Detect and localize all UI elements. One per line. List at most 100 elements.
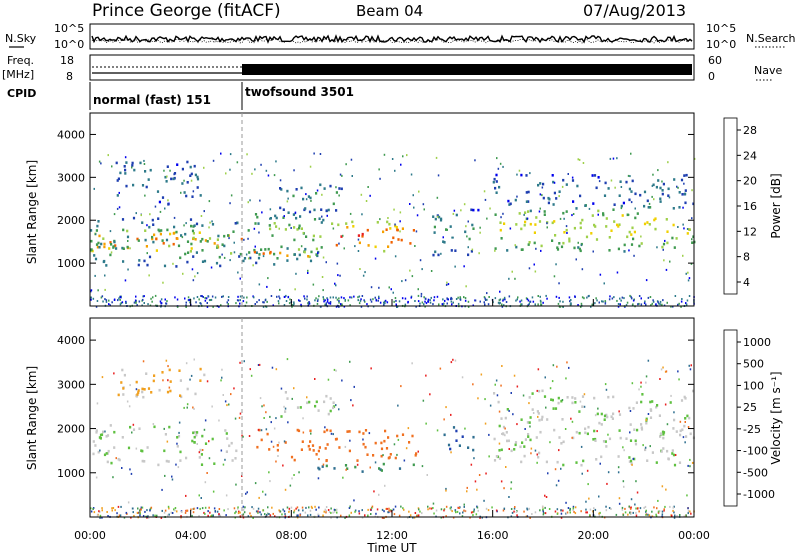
data-cell xyxy=(563,231,566,234)
data-cell xyxy=(122,247,125,250)
data-cell xyxy=(231,459,234,462)
data-cell xyxy=(381,508,384,511)
data-cell xyxy=(615,513,618,516)
data-cell xyxy=(463,265,465,268)
data-cell xyxy=(139,509,141,512)
data-cell xyxy=(368,432,371,435)
data-cell xyxy=(133,514,135,517)
data-cell xyxy=(315,253,318,256)
data-cell xyxy=(506,439,509,443)
data-cell xyxy=(208,200,211,203)
data-cell xyxy=(566,232,568,234)
data-cell xyxy=(529,425,531,428)
data-cell xyxy=(686,494,688,497)
data-cell xyxy=(470,250,473,253)
data-cell xyxy=(394,223,396,226)
data-cell xyxy=(321,465,324,468)
data-cell xyxy=(479,231,481,234)
data-cell xyxy=(550,398,553,401)
data-cell xyxy=(459,512,461,515)
data-cell xyxy=(282,508,284,511)
data-cell xyxy=(575,207,578,210)
data-cell xyxy=(108,299,110,302)
data-cell xyxy=(92,508,94,510)
data-cell xyxy=(623,297,625,300)
data-cell xyxy=(132,183,135,187)
data-cell xyxy=(338,300,340,302)
data-cell xyxy=(200,302,202,305)
data-cell xyxy=(561,418,564,421)
data-cell xyxy=(342,476,344,479)
nsky-tick-bottom: 10^0 xyxy=(54,38,84,51)
data-cell xyxy=(544,494,546,497)
data-cell xyxy=(542,196,545,200)
data-cell xyxy=(424,305,426,308)
data-cell xyxy=(224,400,227,403)
data-cell xyxy=(336,508,338,511)
data-cell xyxy=(531,296,534,299)
data-cell xyxy=(90,510,93,513)
data-cell xyxy=(151,300,153,303)
data-cell xyxy=(309,440,312,443)
data-cell xyxy=(242,505,245,508)
data-cell xyxy=(186,240,190,243)
data-cell xyxy=(597,209,600,213)
data-cell xyxy=(508,295,511,298)
data-cell xyxy=(445,505,448,508)
data-cell xyxy=(239,277,241,280)
data-cell xyxy=(358,512,361,515)
data-cell xyxy=(398,467,402,470)
data-cell xyxy=(335,369,337,372)
data-cell xyxy=(438,303,440,306)
data-cell xyxy=(580,244,583,247)
data-cell xyxy=(669,505,671,508)
data-cell xyxy=(503,487,505,490)
data-cell xyxy=(616,299,618,302)
data-cell xyxy=(667,187,670,191)
power-colorbar-tick: 24 xyxy=(743,149,757,162)
data-cell xyxy=(643,506,645,509)
data-cell xyxy=(549,387,552,390)
data-cell xyxy=(184,511,187,514)
data-cell xyxy=(122,228,125,232)
data-cell xyxy=(388,286,390,289)
data-cell xyxy=(645,421,648,425)
data-cell xyxy=(462,511,464,514)
data-cell xyxy=(136,304,138,307)
data-cell xyxy=(552,364,555,367)
data-cell xyxy=(101,516,103,519)
data-cell xyxy=(628,249,630,252)
data-cell xyxy=(187,296,190,299)
data-cell xyxy=(230,441,233,445)
data-cell xyxy=(361,295,364,297)
data-cell xyxy=(400,163,402,166)
data-cell xyxy=(466,490,468,493)
data-cell xyxy=(508,277,510,280)
data-cell xyxy=(409,269,411,272)
data-cell xyxy=(571,176,574,179)
data-cell xyxy=(394,297,397,299)
data-cell xyxy=(307,255,310,258)
data-cell xyxy=(486,217,488,220)
data-cell xyxy=(103,242,106,246)
data-cell xyxy=(193,358,195,361)
data-cell xyxy=(629,439,633,442)
data-cell xyxy=(630,462,633,465)
data-cell xyxy=(201,249,204,252)
data-cell xyxy=(234,222,237,225)
data-cell xyxy=(93,511,96,514)
data-cell xyxy=(450,249,453,252)
data-cell xyxy=(203,373,206,377)
data-cell xyxy=(503,507,506,510)
data-cell xyxy=(211,405,213,408)
data-cell xyxy=(566,511,569,514)
data-cell xyxy=(594,302,596,305)
data-cell xyxy=(671,514,673,517)
data-cell xyxy=(578,247,581,251)
data-cell xyxy=(501,303,503,306)
data-cell xyxy=(439,367,442,370)
data-cell xyxy=(687,512,689,515)
data-cell xyxy=(99,433,103,437)
data-cell xyxy=(509,202,512,206)
data-cell xyxy=(587,425,590,429)
